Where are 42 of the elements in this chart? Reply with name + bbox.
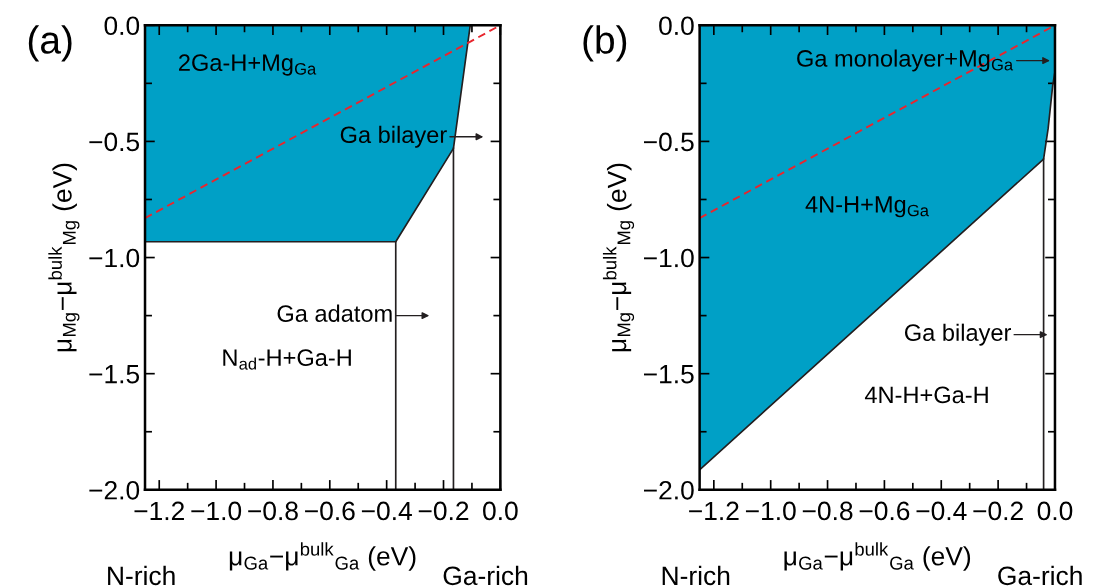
- y-tick-label: −2.0: [643, 480, 694, 500]
- y-tick-label: −1.5: [643, 365, 694, 384]
- x-tick-label: −0.6: [859, 501, 910, 521]
- y-tick-label: 0.0: [659, 16, 694, 36]
- text: N-rich: [108, 565, 175, 586]
- annotation: N$_{ad}$-H+Ga-H: [223, 349, 351, 370]
- text: Ga-rich: [998, 565, 1082, 586]
- chart-title: (b): [583, 25, 627, 62]
- x-tick-label: −0.8: [802, 501, 853, 521]
- x-axis-title: μ$_{Ga}$−μ$^{bulk}$$_{Ga}$ (eV): [784, 542, 971, 571]
- text: Ga-rich: [443, 565, 528, 586]
- x-tick-label: −0.4: [361, 501, 412, 521]
- chart-title: (a): [28, 25, 72, 62]
- y-axis-title: μ$_{Mg}$−μ$^{bulk}$$_{Mg}$ (eV): [48, 163, 80, 352]
- x-tick-label: −1.0: [191, 501, 242, 521]
- y-tick-label: −2.0: [89, 480, 140, 500]
- x-tick-label: −0.8: [248, 501, 298, 521]
- y-tick-label: 0.0: [104, 16, 140, 36]
- y-tick-label: −1.0: [643, 248, 694, 268]
- x-tick-label: −0.2: [418, 501, 469, 521]
- x-axis-title: μ$_{Ga}$−μ$^{bulk}$$_{Ga}$ (eV): [229, 542, 416, 571]
- y-axis-title: μ$_{Mg}$−μ$^{bulk}$$_{Mg}$ (eV): [602, 163, 635, 352]
- y-tick-label: −0.5: [643, 132, 694, 152]
- x-tick-label: −0.2: [973, 501, 1023, 521]
- x-tick-label: −1.2: [134, 501, 184, 521]
- x-tick-label: −0.6: [305, 501, 355, 521]
- y-tick-label: −1.5: [89, 365, 140, 384]
- annotation: Ga adatom: [277, 304, 392, 322]
- annotation: 4N-H+Mg$_{Ga}$: [805, 196, 929, 218]
- x-tick-label: −1.0: [745, 501, 796, 521]
- y-tick-label: −0.5: [89, 132, 140, 152]
- x-tick-label: −0.4: [916, 501, 967, 521]
- annotation: Ga bilayer: [904, 323, 1012, 346]
- y-tick-label: −1.0: [89, 248, 140, 268]
- annotation: Ga monolayer+Mg$_{Ga}$: [797, 49, 1014, 72]
- x-tick-label: 0.0: [483, 501, 518, 521]
- x-tick-label: −1.2: [689, 501, 739, 521]
- annotation: 4N-H+Ga-H: [864, 386, 988, 404]
- annotation: Ga bilayer: [340, 125, 447, 148]
- annotation: 2Ga-H+Mg$_{Ga}$: [179, 54, 317, 76]
- x-tick-label: 0.0: [1037, 501, 1073, 521]
- text: N-rich: [662, 565, 730, 586]
